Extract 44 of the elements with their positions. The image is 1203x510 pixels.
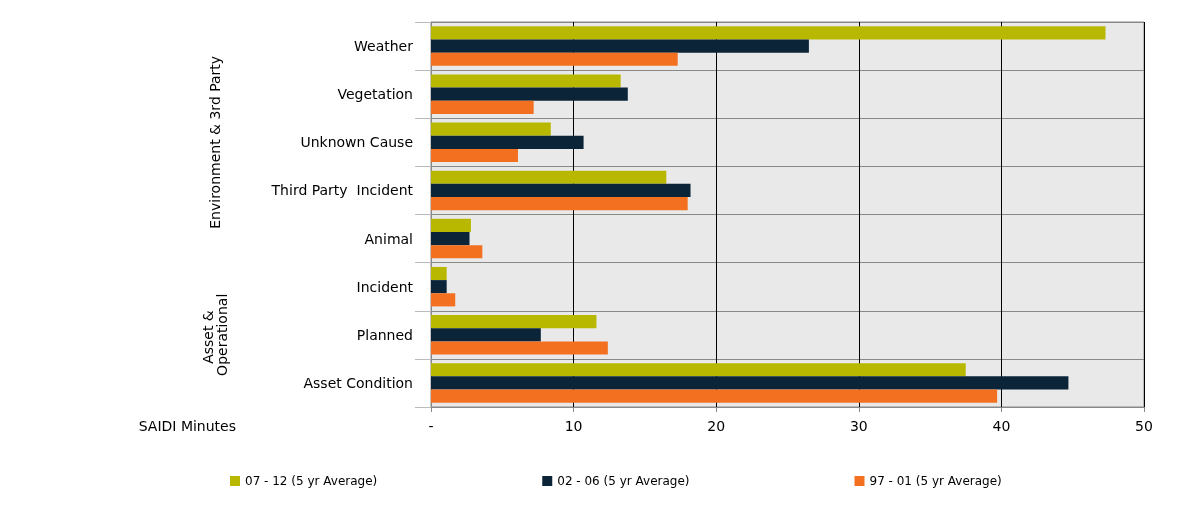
bar	[431, 293, 456, 307]
x-tick-label: 30	[849, 418, 868, 434]
legend-label: 02 - 06 (5 yr Average)	[557, 474, 690, 488]
y-tick-label: Third Party Incident	[270, 182, 414, 199]
bar	[431, 197, 688, 211]
x-tick-label: 20	[707, 418, 726, 434]
text: Environment & 3rd Party	[207, 55, 223, 229]
x-tick-label: 50	[1135, 418, 1153, 434]
x-tick-label: 40	[992, 418, 1011, 434]
y-tick-label: Asset Condition	[303, 374, 413, 391]
y-tick-label: Weather	[354, 38, 414, 55]
bar	[431, 122, 551, 136]
bar	[431, 183, 691, 198]
bar	[431, 341, 608, 355]
bar	[431, 363, 966, 377]
bar	[431, 389, 998, 403]
y-tick-label: Incident	[356, 278, 414, 295]
text: Asset & Operational	[200, 293, 230, 376]
bar	[431, 87, 628, 101]
bar	[431, 170, 667, 184]
y-tick-label: Unknown Cause	[300, 134, 413, 151]
x-tick-label: -	[428, 418, 434, 434]
bar	[431, 39, 809, 53]
bar	[431, 280, 447, 294]
bar	[431, 148, 518, 163]
bar	[431, 218, 471, 232]
x-axis-title: SAIDI Minutes	[138, 418, 236, 434]
bar	[431, 26, 1106, 40]
bar	[431, 376, 1069, 390]
bar	[431, 100, 534, 114]
x-tick-label: 10	[564, 418, 583, 434]
y-tick-label: Vegetation	[337, 86, 413, 103]
y-tick-label: Planned	[356, 326, 413, 343]
bar	[431, 245, 483, 259]
y-tick-label: Animal	[364, 230, 413, 247]
bar	[431, 328, 541, 342]
bar	[431, 266, 447, 281]
bar	[431, 231, 470, 246]
bar	[431, 74, 621, 88]
legend-label: 97 - 01 (5 yr Average)	[869, 474, 1002, 488]
legend-label: 07 - 12 (5 yr Average)	[245, 474, 378, 488]
bar	[431, 315, 597, 329]
bar	[431, 135, 584, 149]
bar	[431, 52, 678, 66]
